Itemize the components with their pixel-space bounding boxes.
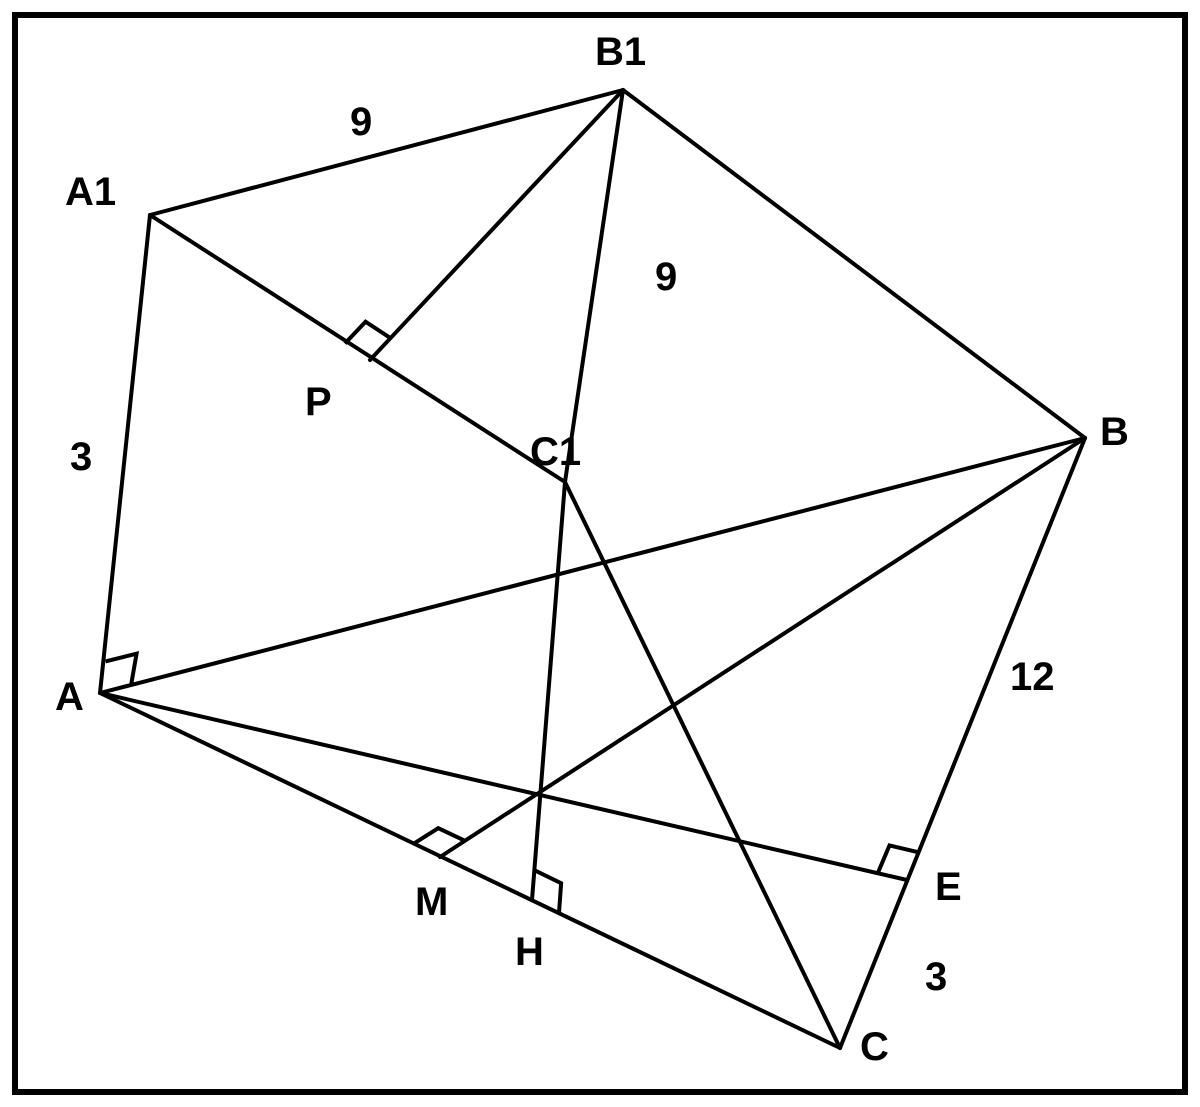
vertex-label-C1: C1	[530, 430, 581, 474]
vertex-label-C: C	[860, 1025, 889, 1069]
vertex-label-A1: A1	[65, 170, 116, 214]
edge-label-1: 9	[655, 255, 677, 299]
vertex-label-P: P	[305, 380, 332, 424]
edge-label-3: 12	[1010, 655, 1055, 699]
edge-label-4: 3	[925, 955, 947, 999]
vertex-label-H: H	[515, 930, 544, 974]
vertex-label-B1: B1	[595, 30, 646, 74]
vertex-label-M: M	[415, 880, 448, 924]
edge-label-2: 3	[70, 435, 92, 479]
diagram-container: A1 B1 C1 A B C P M H E 9 9 3 12 3	[0, 0, 1200, 1107]
vertex-label-A: A	[55, 675, 84, 719]
vertex-label-E: E	[935, 865, 962, 909]
geometric-diagram: A1 B1 C1 A B C P M H E 9 9 3 12 3	[0, 0, 1200, 1107]
edge-label-0: 9	[350, 100, 372, 144]
vertex-label-B: B	[1100, 410, 1129, 454]
